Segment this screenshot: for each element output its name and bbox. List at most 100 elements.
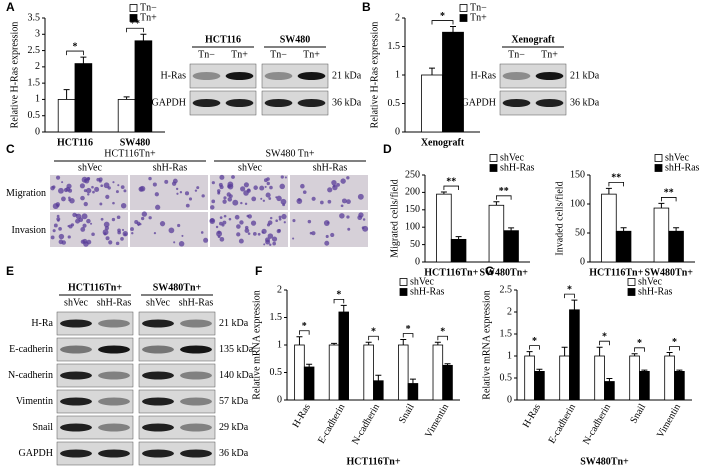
bar xyxy=(442,364,453,401)
cell xyxy=(181,234,184,237)
cell xyxy=(244,202,248,206)
blot-band xyxy=(502,99,531,107)
cell xyxy=(311,231,316,236)
significance: ** xyxy=(611,173,621,184)
blot-lane: Tn− xyxy=(508,49,525,60)
cell xyxy=(332,184,336,188)
bar xyxy=(594,355,605,401)
error-bar xyxy=(620,227,627,232)
cell xyxy=(80,227,86,232)
blot-size: 21 kDa xyxy=(332,70,362,81)
cell xyxy=(55,175,61,180)
blot-strip xyxy=(138,337,216,362)
blot-strip xyxy=(56,415,134,440)
cell xyxy=(279,183,286,190)
y-tick-label: 50 xyxy=(410,239,420,250)
x-axis-label: HCT116Tn+ xyxy=(346,456,400,467)
bar xyxy=(294,344,305,401)
x-tick-label: Xenograft xyxy=(421,137,465,148)
bar xyxy=(524,355,535,401)
error-bar xyxy=(365,341,372,345)
cell xyxy=(67,235,71,239)
cell xyxy=(115,190,119,194)
cell xyxy=(153,231,157,235)
cell xyxy=(280,198,287,205)
cell xyxy=(211,181,215,185)
cell xyxy=(269,185,273,190)
blot-size: 21 kDa xyxy=(219,318,249,329)
legend-label: Tn− xyxy=(470,2,487,13)
y-axis-label: Invaded cells/field xyxy=(554,181,565,255)
cell xyxy=(331,179,337,186)
blot-band xyxy=(98,345,130,354)
cell xyxy=(320,200,324,205)
cell xyxy=(194,189,198,192)
x-axis-label: SW480Tn+ xyxy=(580,456,629,467)
micro-lane: shVec xyxy=(78,162,102,173)
cell xyxy=(86,177,90,181)
cell xyxy=(141,211,148,217)
blot-band xyxy=(297,72,326,80)
legend-label: shH-Ras xyxy=(410,286,445,297)
cell xyxy=(296,198,303,204)
cell xyxy=(240,201,243,205)
legend-label: shVec xyxy=(638,276,662,287)
y-tick-label: 1 xyxy=(507,350,512,361)
error-bar xyxy=(641,369,648,372)
bar xyxy=(639,370,650,401)
bar xyxy=(604,381,615,401)
significance-bracket xyxy=(669,346,680,351)
cell xyxy=(139,185,146,192)
cell xyxy=(80,239,86,244)
cell xyxy=(346,215,350,219)
blot-strip xyxy=(56,337,134,362)
x-tick-label: H-Ras xyxy=(521,402,543,430)
legend-swatch xyxy=(459,4,468,12)
cell xyxy=(120,185,125,189)
cell xyxy=(271,236,278,242)
error-bar xyxy=(306,363,313,367)
micro-lane: shH-Ras xyxy=(313,162,348,173)
blot-group: Xenograft xyxy=(511,34,555,45)
blot-band xyxy=(192,72,221,80)
cell xyxy=(75,218,80,224)
cell xyxy=(58,226,62,231)
error-bar xyxy=(561,346,568,356)
bar xyxy=(407,383,419,401)
cell xyxy=(278,217,282,221)
significance: * xyxy=(73,41,78,52)
cell xyxy=(87,193,90,196)
cell xyxy=(250,220,257,226)
cell xyxy=(340,178,346,184)
cell xyxy=(217,235,221,239)
cell xyxy=(159,221,166,227)
bar xyxy=(57,99,76,133)
cell xyxy=(261,231,264,234)
bar xyxy=(534,370,545,401)
cell xyxy=(72,212,77,218)
y-tick-label: 0 xyxy=(415,256,420,267)
cell xyxy=(327,221,330,224)
bar xyxy=(664,355,675,401)
y-tick-label: 1.5 xyxy=(270,312,283,323)
error-bar xyxy=(673,227,680,232)
x-tick-label: H-Ras xyxy=(291,402,313,430)
cell xyxy=(324,240,330,246)
bar xyxy=(668,230,684,263)
cell xyxy=(86,187,92,194)
cell xyxy=(104,226,109,231)
cell xyxy=(61,240,67,245)
blot-row-label: H-Ras xyxy=(470,70,496,81)
cell xyxy=(215,225,219,229)
y-tick-label: 1.5 xyxy=(500,328,513,339)
cell xyxy=(246,214,249,218)
significance: * xyxy=(440,11,445,22)
cell xyxy=(196,186,200,190)
cell xyxy=(357,193,364,200)
cell xyxy=(61,181,64,184)
cell xyxy=(240,186,246,192)
significance-bracket xyxy=(333,299,345,304)
blot-band xyxy=(180,397,212,406)
y-tick-label: 50 xyxy=(575,227,585,238)
error-bar xyxy=(666,351,673,356)
